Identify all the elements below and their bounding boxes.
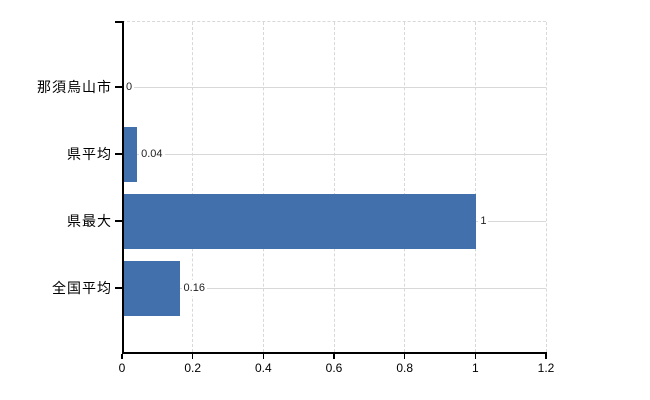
x-tick-label: 0 xyxy=(118,361,126,375)
x-axis-line xyxy=(122,352,547,354)
vertical-gridline xyxy=(192,22,194,352)
x-axis-tick xyxy=(262,353,265,359)
x-axis-tick xyxy=(191,353,194,359)
vertical-gridline xyxy=(404,22,406,352)
bar xyxy=(123,126,138,182)
horizontal-gridline xyxy=(123,153,546,155)
horizontal-gridline xyxy=(123,86,546,88)
x-axis-tick xyxy=(333,353,335,359)
x-axis-tick xyxy=(474,353,477,359)
x-tick-label: 0.2 xyxy=(184,361,201,375)
bar xyxy=(123,193,477,249)
x-tick-label: 1 xyxy=(471,361,479,375)
x-tick-label: 0.6 xyxy=(325,361,343,375)
vertical-gridline xyxy=(333,22,335,352)
value-label: 1 xyxy=(478,213,489,229)
horizontal-gridline xyxy=(123,287,546,289)
bar xyxy=(123,260,180,316)
x-axis-tick xyxy=(545,353,547,359)
value-label: 0.16 xyxy=(181,280,207,296)
category-tick xyxy=(115,287,122,289)
category-label: 全国平均 xyxy=(52,280,112,296)
category-tick xyxy=(115,86,122,88)
x-tick-label: 1.2 xyxy=(537,361,555,375)
y-axis-top-tick xyxy=(115,21,122,23)
category-label: 那須烏山市 xyxy=(37,79,112,95)
value-label: 0 xyxy=(124,79,135,95)
category-tick xyxy=(115,153,122,155)
y-axis-line xyxy=(122,21,124,354)
vertical-gridline xyxy=(474,22,476,352)
x-axis-tick xyxy=(121,353,123,359)
vertical-gridline xyxy=(545,22,547,352)
category-label: 県最大 xyxy=(67,213,112,229)
category-tick xyxy=(115,220,122,222)
x-tick-label: 0.8 xyxy=(396,361,413,375)
x-axis-tick xyxy=(403,353,406,359)
value-label: 0.04 xyxy=(139,146,165,162)
x-tick-label: 0.4 xyxy=(254,361,272,375)
category-label: 県平均 xyxy=(67,146,112,162)
plot-top-border xyxy=(122,21,546,22)
vertical-gridline xyxy=(262,22,264,352)
